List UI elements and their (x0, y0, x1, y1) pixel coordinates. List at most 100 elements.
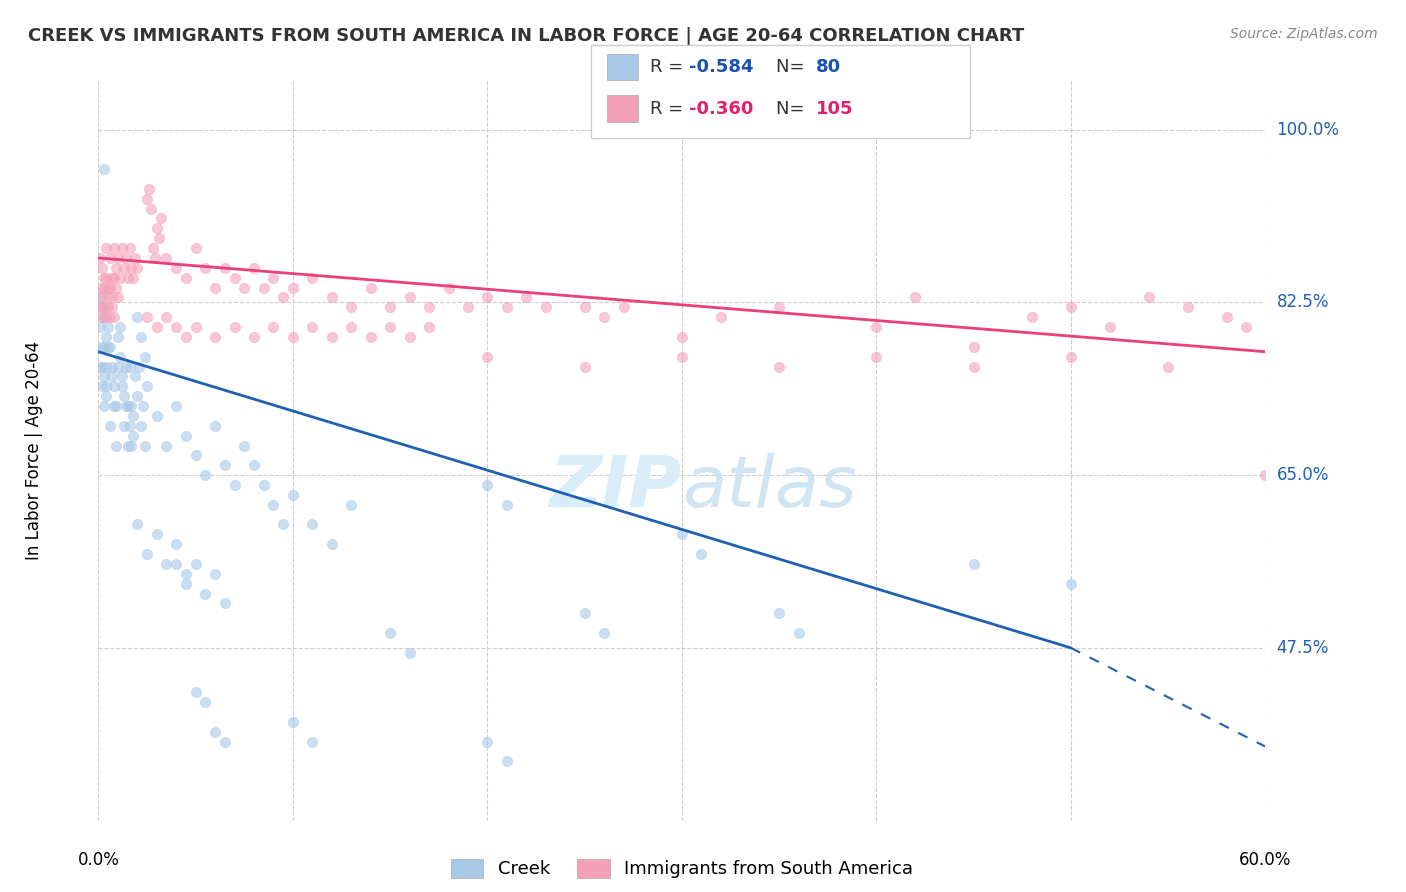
Point (962, 359, 984, 374)
Point (93, 399, 115, 413)
Point (962, 340, 984, 354)
Point (139, 202, 162, 216)
Point (321, 290, 343, 304)
Point (93, 340, 115, 354)
Point (787, 626, 810, 640)
Point (121, 399, 143, 413)
Point (477, 478, 499, 492)
Point (134, 350, 156, 364)
Point (117, 399, 139, 413)
Text: ZIP: ZIP (550, 453, 682, 522)
Point (165, 399, 187, 413)
Point (574, 301, 596, 315)
Point (534, 301, 557, 315)
Point (117, 438, 139, 452)
Point (97, 301, 120, 315)
Point (98, 280, 121, 294)
Point (96, 379, 118, 393)
Point (380, 626, 402, 640)
Point (194, 586, 217, 600)
Point (593, 626, 616, 640)
Point (128, 359, 150, 374)
Point (768, 301, 790, 315)
Point (127, 389, 149, 403)
Point (89, 301, 111, 315)
Point (104, 260, 127, 275)
Point (174, 428, 197, 442)
Point (136, 547, 159, 561)
Point (104, 399, 127, 413)
Point (184, 449, 207, 463)
Point (101, 369, 124, 384)
Point (132, 399, 155, 413)
Point (93, 301, 115, 315)
Point (112, 260, 135, 275)
Point (165, 537, 187, 551)
Point (89, 359, 111, 374)
Point (127, 310, 149, 325)
Point (155, 310, 177, 325)
Text: N=: N= (776, 58, 810, 76)
Text: 105: 105 (815, 100, 853, 118)
Point (107, 251, 129, 265)
Point (174, 330, 197, 344)
Point (194, 695, 217, 709)
Text: -0.360: -0.360 (689, 100, 754, 118)
Point (1060, 576, 1083, 591)
Point (165, 557, 187, 571)
Text: 60.0%: 60.0% (1239, 851, 1292, 869)
Point (224, 478, 246, 492)
Text: Source: ZipAtlas.com: Source: ZipAtlas.com (1230, 27, 1378, 41)
Point (121, 438, 143, 452)
Point (97, 290, 120, 304)
Point (262, 320, 284, 334)
Point (114, 251, 136, 265)
Point (253, 280, 276, 294)
Point (103, 241, 125, 255)
Point (103, 399, 125, 413)
Point (1021, 310, 1043, 325)
Point (457, 301, 479, 315)
Point (281, 488, 304, 502)
Text: N=: N= (776, 100, 810, 118)
Text: atlas: atlas (682, 453, 856, 522)
Point (1177, 301, 1199, 315)
Point (214, 458, 236, 473)
Point (138, 182, 160, 196)
Text: R =: R = (650, 100, 689, 118)
Point (146, 409, 169, 423)
Text: 80: 80 (815, 58, 841, 76)
Point (671, 330, 693, 344)
Legend: Creek, Immigrants from South America: Creek, Immigrants from South America (443, 852, 921, 886)
Point (127, 517, 149, 532)
Point (768, 607, 790, 621)
Point (98, 310, 121, 325)
Point (281, 330, 304, 344)
Point (184, 241, 207, 255)
Point (194, 468, 217, 483)
Point (194, 260, 217, 275)
Point (143, 251, 166, 265)
Point (101, 359, 124, 374)
Point (118, 241, 141, 255)
Point (477, 350, 499, 364)
Text: In Labor Force | Age 20-64: In Labor Force | Age 20-64 (25, 341, 44, 560)
Point (114, 359, 136, 374)
Point (97, 340, 120, 354)
Point (118, 359, 141, 374)
Point (477, 290, 499, 304)
Point (904, 290, 927, 304)
Point (93, 310, 115, 325)
Point (214, 597, 236, 611)
Point (262, 270, 284, 285)
Point (108, 320, 131, 334)
Point (233, 280, 256, 294)
Point (96, 310, 118, 325)
Point (165, 320, 187, 334)
Point (174, 576, 197, 591)
Point (148, 231, 170, 245)
Point (1254, 468, 1277, 483)
Text: CREEK VS IMMIGRANTS FROM SOUTH AMERICA IN LABOR FORCE | AGE 20-64 CORRELATION CH: CREEK VS IMMIGRANTS FROM SOUTH AMERICA I… (28, 27, 1025, 45)
Point (321, 330, 343, 344)
Point (97, 320, 120, 334)
